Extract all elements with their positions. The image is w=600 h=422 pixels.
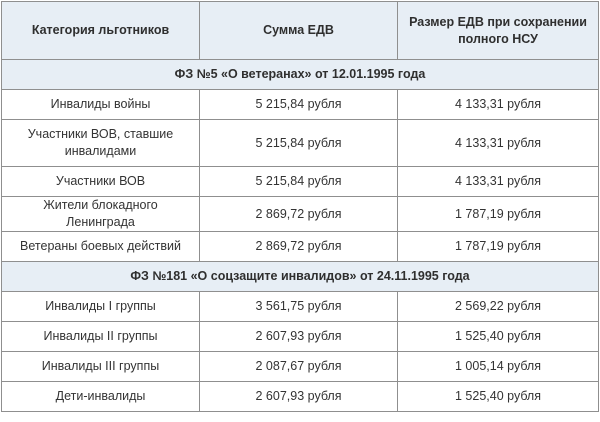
cell-amount-nsu: 4 133,31 рубля [397,166,599,197]
section-title: ФЗ №5 «О ветеранах» от 12.01.1995 года [1,59,599,90]
cell-category: Дети-инвалиды [1,381,200,412]
cell-amount: 5 215,84 рубля [199,119,398,167]
table-header-row: Категория льготников Сумма ЕДВ Размер ЕД… [1,1,599,60]
cell-category: Инвалиды III группы [1,351,200,382]
cell-amount-nsu: 4 133,31 рубля [397,89,599,120]
cell-category: Жители блокадного Ленинграда [1,196,200,232]
cell-amount-nsu: 1 525,40 рубля [397,321,599,352]
header-amount-nsu: Размер ЕДВ при сохранении полного НСУ [397,1,599,60]
cell-amount: 2 607,93 рубля [199,321,398,352]
cell-amount-nsu: 4 133,31 рубля [397,119,599,167]
cell-amount-nsu: 1 005,14 рубля [397,351,599,382]
cell-amount: 5 215,84 рубля [199,166,398,197]
cell-amount: 5 215,84 рубля [199,89,398,120]
cell-amount: 3 561,75 рубля [199,291,398,322]
header-category: Категория льготников [1,1,200,60]
section-title: ФЗ №181 «О соцзащите инвалидов» от 24.11… [1,261,599,292]
cell-amount: 2 607,93 рубля [199,381,398,412]
table-row: Участники ВОВ 5 215,84 рубля 4 133,31 ру… [1,166,599,197]
section-row: ФЗ №5 «О ветеранах» от 12.01.1995 года [1,59,599,90]
table-row: Инвалиды II группы 2 607,93 рубля 1 525,… [1,321,599,352]
cell-category: Участники ВОВ [1,166,200,197]
header-amount: Сумма ЕДВ [199,1,398,60]
cell-amount-nsu: 2 569,22 рубля [397,291,599,322]
cell-amount: 2 869,72 рубля [199,231,398,262]
cell-category: Ветераны боевых действий [1,231,200,262]
edv-table: Категория льготников Сумма ЕДВ Размер ЕД… [1,1,599,412]
table-row: Инвалиды I группы 3 561,75 рубля 2 569,2… [1,291,599,322]
cell-amount-nsu: 1 525,40 рубля [397,381,599,412]
table-row: Дети-инвалиды 2 607,93 рубля 1 525,40 ру… [1,381,599,412]
cell-amount-nsu: 1 787,19 рубля [397,231,599,262]
table-row: Инвалиды III группы 2 087,67 рубля 1 005… [1,351,599,382]
table-row: Инвалиды войны 5 215,84 рубля 4 133,31 р… [1,89,599,120]
cell-category: Инвалиды I группы [1,291,200,322]
section-row: ФЗ №181 «О соцзащите инвалидов» от 24.11… [1,261,599,292]
cell-category: Инвалиды II группы [1,321,200,352]
table-row: Жители блокадного Ленинграда 2 869,72 ру… [1,196,599,232]
cell-category: Участники ВОВ, ставшие инвалидами [1,119,200,167]
cell-amount-nsu: 1 787,19 рубля [397,196,599,232]
cell-category: Инвалиды войны [1,89,200,120]
table-row: Ветераны боевых действий 2 869,72 рубля … [1,231,599,262]
table-row: Участники ВОВ, ставшие инвалидами 5 215,… [1,119,599,167]
cell-amount: 2 087,67 рубля [199,351,398,382]
cell-amount: 2 869,72 рубля [199,196,398,232]
